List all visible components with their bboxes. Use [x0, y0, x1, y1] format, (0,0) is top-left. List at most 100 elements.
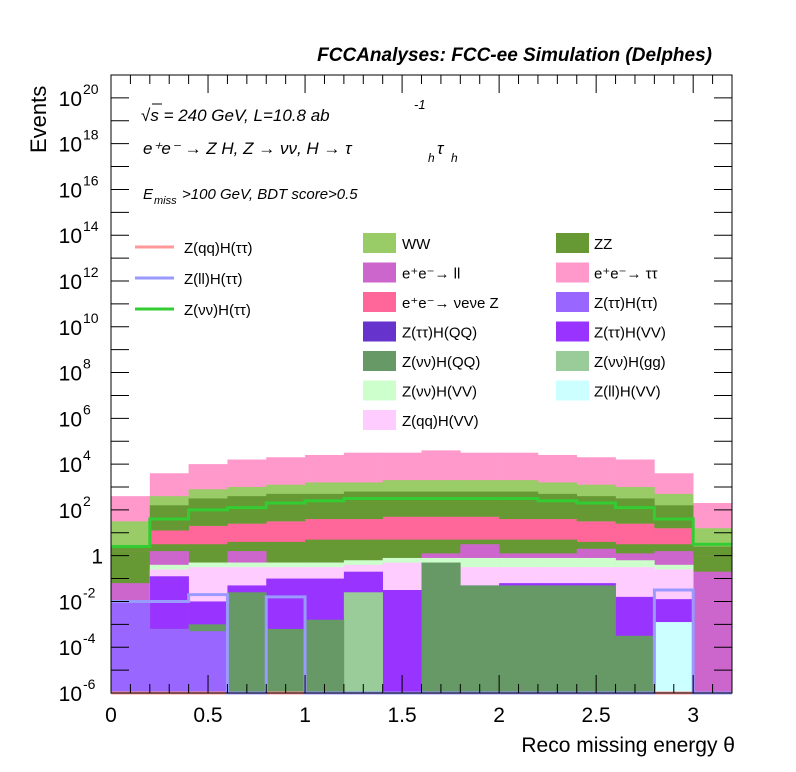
bar-z-h--1 — [149, 628, 189, 693]
x-tick-label: 1 — [299, 704, 311, 727]
bar-zz-band-5 — [305, 493, 345, 520]
legend-box-label: WW — [402, 236, 431, 253]
bar-zz-band-6 — [343, 491, 383, 520]
stacked-bars — [111, 450, 733, 693]
bar-zz-band-14 — [654, 505, 694, 529]
y-tick-label: 10 — [59, 179, 82, 202]
svg-text:-1: -1 — [414, 97, 426, 112]
legend-box-label: Z(νν)H(gg) — [594, 354, 666, 371]
y-tick-label: 10 — [59, 271, 82, 294]
x-axis-label: Reco missing energy θ — [521, 734, 735, 757]
y-tick-label: 1 — [91, 546, 103, 569]
bar-zz-band-13 — [615, 498, 655, 524]
bar-zz-band-8 — [421, 491, 461, 517]
y-axis-label: Events — [26, 86, 51, 153]
bar-z-ll-h-vv--14 — [654, 622, 694, 693]
y-tick-exponent: 10 — [83, 310, 99, 326]
legend-line-label: Z(ll)H(ττ) — [184, 271, 243, 288]
legend: Z(qq)H(ττ) Z(ll)H(ττ) Z(νν)H(ττ) WW e⁺e⁻→ ll… — [135, 233, 666, 430]
y-tick-label: 10 — [59, 408, 82, 431]
sqrt-symbol: √ — [141, 106, 151, 125]
legend-box-label: e⁺e⁻→ ll — [402, 266, 460, 283]
svg-text:>100 GeV, BDT score>0.5: >100 GeV, BDT score>0.5 — [182, 186, 358, 203]
legend-line-label: Z(νν)H(ττ) — [184, 302, 251, 319]
svg-text:τ: τ — [437, 139, 445, 158]
bar-z-h-qq--5 — [305, 619, 345, 693]
bar-zz-band-10 — [499, 491, 539, 520]
legend-box-label: e⁺e⁻→ νeνe Z — [402, 295, 499, 312]
x-tick-label: 3 — [687, 704, 699, 727]
bar-z-h-qq--10 — [499, 585, 539, 693]
y-tick-label: 10 — [59, 225, 82, 248]
y-tick-exponent: -6 — [83, 676, 96, 692]
y-tick-label: 10 — [59, 363, 82, 386]
legend-box-swatch — [363, 292, 396, 312]
bar-z-h-qq--11 — [537, 585, 578, 693]
bar-zz-band-7 — [382, 491, 422, 517]
chart-title: FCCAnalyses: FCC-ee Simulation (Delphes) — [317, 45, 712, 66]
legend-box-label: Z(νν)H(QQ) — [402, 354, 480, 371]
bar-zz-band-12 — [576, 496, 616, 522]
y-tick-exponent: 12 — [83, 264, 99, 280]
bar-z-h-qq--3 — [227, 592, 267, 693]
svg-text:e⁺e⁻ → Z H, Z → νν, H → τ: e⁺e⁻ → Z H, Z → νν, H → τ — [143, 139, 353, 158]
x-tick-label: 1.5 — [387, 704, 416, 727]
legend-box-swatch — [363, 410, 396, 430]
bar-zz-band-11 — [537, 493, 578, 520]
y-tick-label: 10 — [59, 134, 82, 157]
annotation-energy: √s = 240 GeV, L=10.8 ab -1 — [141, 97, 426, 125]
y-tick-label: 10 — [59, 591, 82, 614]
svg-text:E: E — [143, 186, 154, 203]
bar-zz-band-3 — [227, 496, 267, 524]
signal-line-z-h- — [111, 496, 732, 549]
y-tick-exponent: 8 — [83, 356, 91, 372]
legend-box-label: Z(qq)H(VV) — [402, 413, 479, 430]
legend-box-label: Z(ll)H(VV) — [594, 384, 661, 401]
legend-box-swatch — [556, 262, 589, 283]
y-tick-exponent: 16 — [83, 172, 99, 188]
bar-zz-band-4 — [266, 493, 306, 522]
legend-box-label: e⁺e⁻→ ττ — [594, 266, 658, 283]
bar-z-h-qq--4 — [266, 628, 306, 693]
svg-text:√s = 240 GeV, L=10.8 ab: √s = 240 GeV, L=10.8 ab — [141, 106, 330, 125]
bar-zz-band-15 — [693, 546, 733, 556]
x-tick-label: 2.5 — [582, 704, 611, 727]
y-tick-label: 10 — [59, 683, 82, 706]
bar-z-h-qq--13 — [615, 635, 655, 693]
y-tick-exponent: -2 — [83, 584, 96, 600]
legend-box-swatch — [556, 351, 589, 371]
bar-zz-band-0 — [111, 546, 151, 552]
bar-z-h-gg--6 — [343, 592, 383, 693]
x-tick-label: 2 — [493, 704, 505, 727]
bar-z-h-qq--9 — [460, 585, 500, 693]
y-tick-label: 10 — [59, 88, 82, 111]
legend-box-label: Z(ττ)H(QQ) — [402, 325, 477, 342]
svg-text:h: h — [428, 151, 435, 165]
bar-zz-band-2 — [188, 498, 228, 526]
y-tick-exponent: 18 — [83, 127, 99, 143]
legend-box-swatch — [363, 380, 396, 401]
legend-box-swatch — [363, 351, 396, 371]
legend-box-swatch — [363, 233, 396, 253]
y-tick-exponent: 14 — [83, 218, 99, 234]
y-tick-exponent: -4 — [83, 630, 96, 646]
y-tick-exponent: 20 — [83, 81, 99, 97]
y-tick-exponent: 6 — [83, 401, 91, 417]
y-tick-label: 10 — [59, 637, 82, 660]
annotation-process: e⁺e⁻ → Z H, Z → νν, H → τ h τ h — [143, 139, 458, 165]
bar-zz-band-9 — [460, 491, 500, 517]
legend-box-swatch — [556, 321, 589, 342]
bar-z-h-qq--8 — [421, 562, 461, 693]
x-tick-label: 0.5 — [193, 704, 222, 727]
legend-box-swatch — [556, 380, 589, 401]
legend-box-swatch — [556, 292, 589, 312]
y-tick-exponent: 4 — [83, 447, 91, 463]
legend-box-label: Z(ττ)H(VV) — [594, 325, 666, 342]
y-tick-label: 10 — [59, 317, 82, 340]
legend-box-label: Z(ττ)H(ττ) — [594, 295, 658, 312]
legend-box-label: Z(νν)H(VV) — [402, 384, 477, 401]
legend-box-swatch — [363, 262, 396, 283]
y-tick-exponent: 2 — [83, 493, 91, 509]
